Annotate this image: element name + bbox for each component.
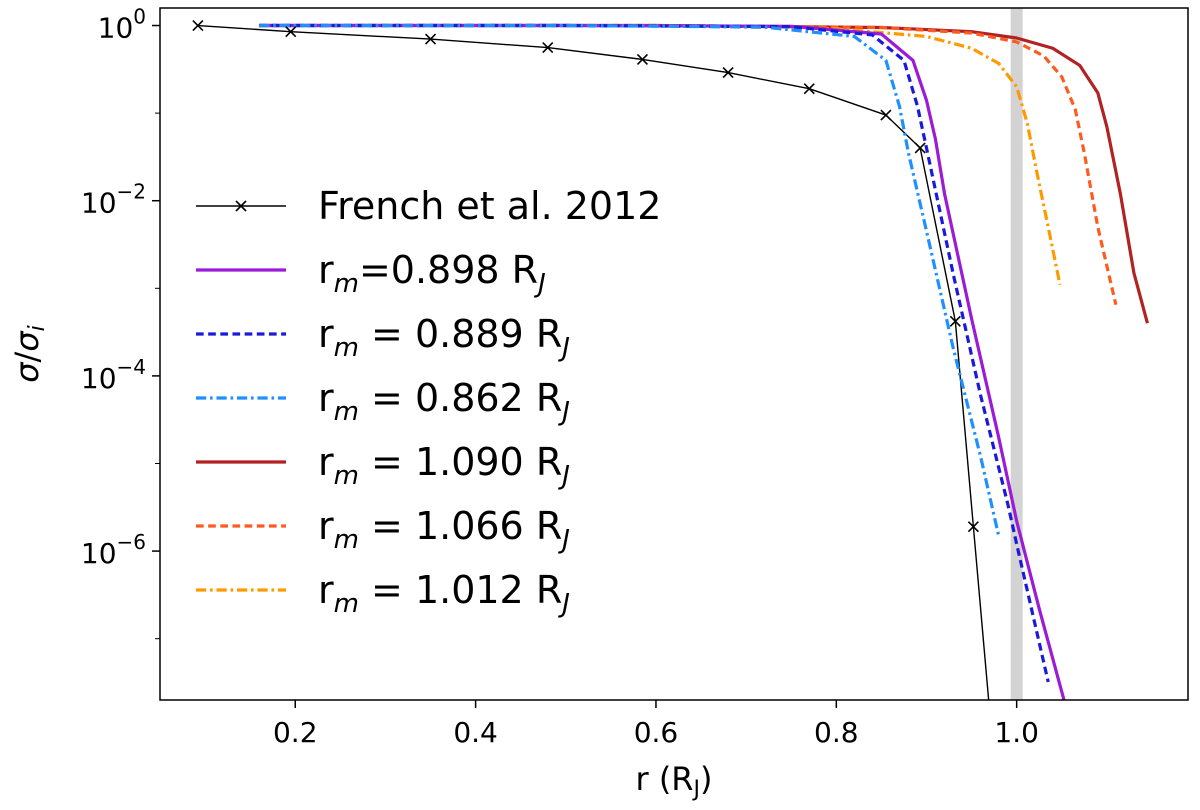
y-tick-label: 10−6 — [81, 530, 146, 570]
legend-label: rm=0.898 RJ — [318, 248, 546, 299]
legend-entry: rm = 0.862 RJ — [196, 376, 570, 427]
data-point-marker — [985, 706, 995, 716]
data-point-marker — [803, 83, 815, 95]
legend-entry: rm = 1.066 RJ — [196, 504, 570, 555]
y-tick-label: 10−4 — [81, 355, 146, 395]
legend-label: rm = 1.066 RJ — [318, 504, 570, 555]
y-tick-label: 10−2 — [81, 180, 146, 220]
data-point-marker — [424, 33, 437, 45]
data-point-marker — [880, 109, 892, 121]
legend-label: rm = 0.889 RJ — [318, 312, 570, 363]
reference-band — [1010, 8, 1023, 700]
legend-entry: rm = 1.012 RJ — [196, 568, 570, 619]
plot-background — [160, 8, 1188, 700]
y-tick-exponent: −2 — [117, 180, 146, 204]
x-tick-label: 0.6 — [634, 716, 679, 749]
legend-label: rm = 1.090 RJ — [318, 440, 570, 491]
legend-label: rm = 0.862 RJ — [318, 376, 570, 427]
data-point-marker — [542, 42, 554, 54]
data-point-marker — [914, 142, 926, 154]
y-tick-label: 100 — [98, 5, 146, 45]
x-tick-label: 0.2 — [273, 716, 318, 749]
y-tick-base: 10 — [81, 362, 117, 395]
series-line-2 — [259, 23, 1050, 683]
y-tick-base: 10 — [81, 537, 117, 570]
x-tick-label: 0.8 — [814, 716, 859, 749]
legend-label: rm = 1.012 RJ — [318, 568, 570, 619]
legend-entry: rm=0.898 RJ — [196, 248, 546, 299]
series-line-3 — [259, 23, 1001, 537]
series-line-1 — [259, 23, 1066, 700]
data-point-marker — [192, 19, 204, 32]
y-tick-exponent: −6 — [117, 530, 146, 554]
data-point-marker — [967, 521, 979, 533]
series-line-0 — [197, 24, 990, 700]
y-tick-exponent: 0 — [133, 5, 146, 29]
data-point-marker — [722, 67, 734, 79]
legend-entry: rm = 0.889 RJ — [196, 312, 570, 363]
legend-entry: rm = 1.090 RJ — [196, 440, 570, 491]
y-tick-exponent: −4 — [117, 355, 146, 379]
data-point-marker — [636, 53, 649, 66]
x-axis-label: r (RJ) — [635, 760, 712, 802]
legend-entry: French et al. 2012 — [196, 184, 661, 228]
plot-frame — [159, 7, 1189, 701]
x-tick-label: 1.0 — [994, 716, 1039, 749]
y-axis-label: σ/σi — [8, 325, 50, 382]
y-tick-base: 10 — [81, 187, 117, 220]
x-tick-label: 0.4 — [453, 716, 498, 749]
y-tick-base: 10 — [98, 12, 134, 45]
data-point-marker — [949, 315, 961, 327]
data-point-marker — [285, 26, 297, 38]
legend-label: French et al. 2012 — [318, 184, 661, 228]
